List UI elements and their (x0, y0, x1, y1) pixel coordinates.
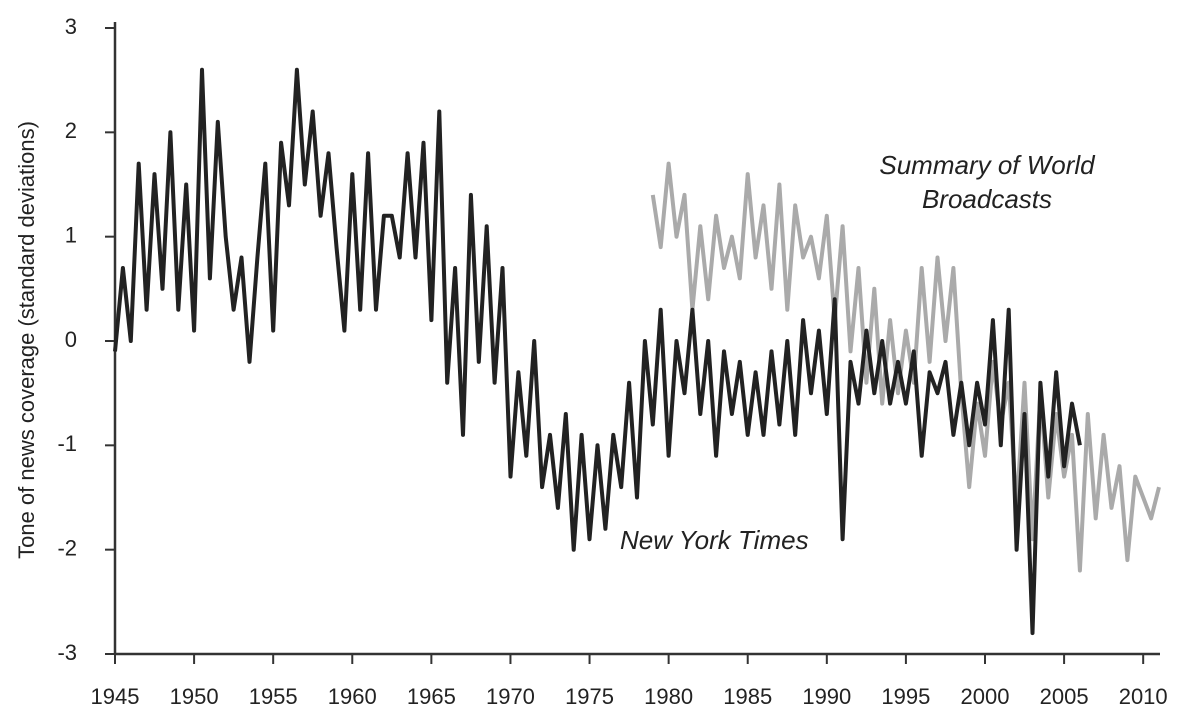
x-tick-label: 1990 (802, 684, 851, 709)
y-tick-label: -1 (57, 431, 77, 456)
y-tick-label: 1 (65, 222, 77, 247)
y-tick-label: 2 (65, 118, 77, 143)
y-tick-label: 0 (65, 327, 77, 352)
y-tick-label: -3 (57, 640, 77, 665)
x-tick-label: 1975 (565, 684, 614, 709)
x-tick-label: 1980 (644, 684, 693, 709)
x-tick-label: 1965 (407, 684, 456, 709)
series-label: New York Times (620, 525, 809, 555)
x-tick-label: 2010 (1119, 684, 1168, 709)
x-tick-label: 1950 (170, 684, 219, 709)
y-axis-label: Tone of news coverage (standard deviatio… (14, 121, 39, 559)
x-tick-label: 1985 (723, 684, 772, 709)
series-line (650, 161, 1161, 573)
x-tick-label: 2000 (961, 684, 1010, 709)
x-tick-label: 1955 (249, 684, 298, 709)
x-tick-label: 1960 (328, 684, 377, 709)
series-line (113, 67, 1082, 636)
x-tick-label: 1945 (91, 684, 140, 709)
x-tick-label: 2005 (1040, 684, 1089, 709)
series-label: Summary of World Broadcasts (879, 150, 1095, 214)
x-tick-label: 1970 (486, 684, 535, 709)
x-tick-label: 1995 (881, 684, 930, 709)
y-tick-label: 3 (65, 14, 77, 39)
y-tick-label: -2 (57, 535, 77, 560)
